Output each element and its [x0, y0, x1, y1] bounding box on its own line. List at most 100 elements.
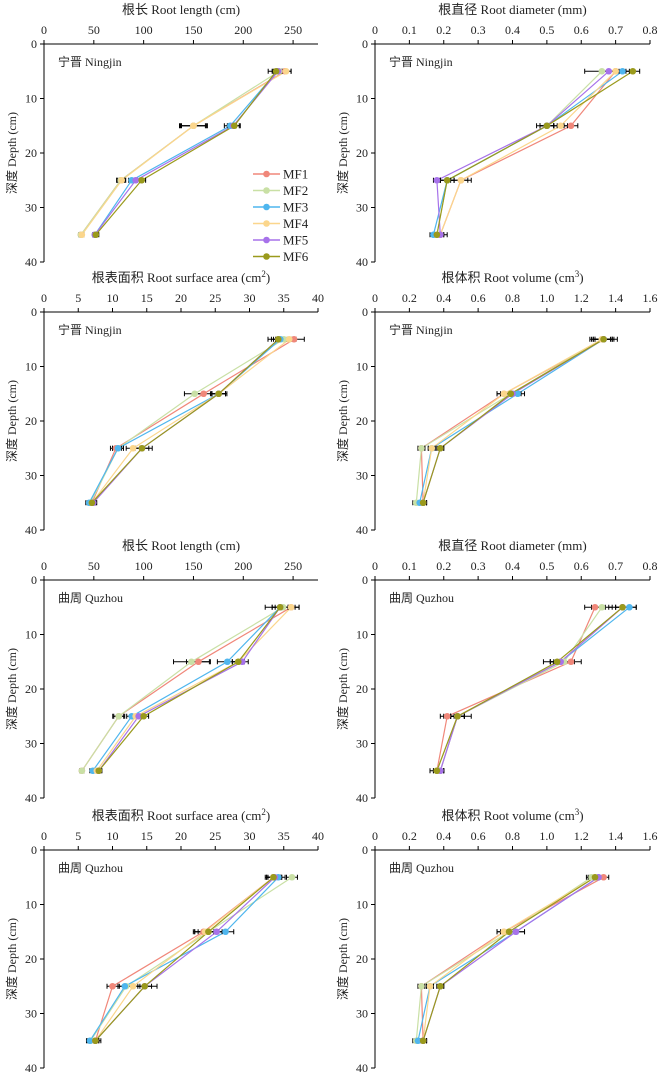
x-tick-label: 100	[135, 559, 153, 573]
x-tick-label: 250	[284, 23, 302, 37]
data-point-mf4	[428, 444, 436, 452]
data-point-mf1	[567, 122, 575, 130]
y-tick-label: 30	[25, 737, 37, 751]
data-point-mf4	[285, 335, 293, 343]
data-point-mf5	[135, 712, 142, 720]
y-tick-label: 10	[25, 360, 37, 374]
data-point-mf3	[626, 603, 633, 611]
data-point-mf6	[433, 767, 441, 775]
y-tick-label: 40	[356, 255, 368, 269]
x-tick-label: 20	[175, 291, 187, 305]
x-tick-label: 0.3	[471, 23, 486, 37]
y-axis-label: 深度 Depth (cm)	[335, 112, 350, 194]
legend-label: MF3	[283, 200, 308, 215]
data-point-mf4	[426, 982, 434, 990]
data-point-mf6	[433, 231, 441, 239]
data-point-mf4	[557, 122, 564, 130]
data-point-mf1	[195, 658, 202, 666]
legend-label: MF6	[283, 249, 309, 264]
data-point-mf4	[500, 390, 508, 398]
legend-swatch-marker	[263, 203, 270, 211]
series-line-mf4	[96, 606, 292, 772]
data-point-mf4	[118, 176, 126, 184]
series-line-mf2	[436, 606, 603, 772]
data-point-mf1	[443, 712, 451, 720]
x-tick-label: 0	[372, 829, 378, 843]
y-tick-label: 0	[31, 843, 37, 857]
chart-title: 根直径 Root diameter (mm)	[438, 2, 586, 17]
data-point-mf6	[138, 176, 145, 184]
x-tick-label: 200	[234, 23, 252, 37]
x-tick-label: 0.7	[608, 23, 623, 37]
site-label: 宁晋 Ningjin	[389, 322, 453, 337]
x-tick-label: 40	[312, 291, 324, 305]
y-tick-label: 40	[25, 1061, 37, 1075]
series-line-mf3	[417, 876, 599, 1041]
x-tick-label: 0.2	[402, 291, 417, 305]
series-line-mf6	[422, 338, 604, 503]
data-point-mf6	[215, 390, 222, 398]
chart-title: 根长 Root length (cm)	[122, 2, 240, 17]
data-point-mf6	[443, 176, 451, 184]
chart-title: 根表面积 Root surface area (cm2)	[92, 807, 271, 823]
y-tick-label: 30	[25, 201, 37, 215]
y-tick-label: 40	[356, 791, 368, 805]
data-point-mf5	[512, 928, 520, 936]
series-line-mf4	[91, 338, 290, 504]
data-point-mf6	[600, 335, 607, 343]
x-tick-label: 0.3	[471, 559, 486, 573]
y-tick-label: 30	[25, 469, 37, 483]
data-point-mf4	[190, 122, 197, 130]
data-point-mf2	[78, 767, 86, 775]
x-tick-label: 0	[372, 291, 378, 305]
y-tick-label: 20	[25, 682, 37, 696]
series-line-mf1	[94, 876, 274, 1041]
x-tick-label: 0.6	[471, 829, 486, 843]
x-tick-label: 1.2	[574, 291, 589, 305]
x-tick-label: 50	[88, 23, 100, 37]
site-label: 宁晋 Ningjin	[58, 54, 122, 69]
site-label: 宁晋 Ningjin	[389, 54, 453, 69]
legend-label: MF5	[283, 233, 308, 248]
series-line-mf3	[419, 338, 604, 503]
x-tick-label: 1.4	[608, 291, 623, 305]
y-axis-label: 深度 Depth (cm)	[4, 112, 19, 194]
site-label: 曲周 Quzhou	[58, 591, 123, 605]
x-tick-label: 0	[372, 559, 378, 573]
x-tick-label: 0	[372, 23, 378, 37]
y-tick-label: 0	[362, 573, 368, 587]
y-tick-label: 20	[356, 682, 368, 696]
series-line-mf6	[98, 606, 281, 772]
data-point-mf3	[224, 658, 231, 666]
data-point-mf6	[274, 335, 282, 343]
y-tick-label: 20	[25, 952, 37, 966]
site-label: 曲周 Quzhou	[389, 591, 454, 605]
data-point-mf6	[272, 67, 280, 75]
series-line-mf1	[420, 876, 604, 1041]
series-line-mf1	[91, 338, 295, 504]
chart-panel-row4-left: 根表面积 Root surface area (cm2) 0 5 10 15 20 25 30…	[4, 807, 324, 1075]
data-point-mf6	[234, 658, 242, 666]
data-point-mf5	[433, 176, 441, 184]
data-point-mf6	[92, 231, 100, 239]
data-point-mf2	[288, 873, 296, 881]
x-tick-label: 0.7	[608, 559, 623, 573]
y-tick-label: 40	[356, 523, 368, 537]
data-point-mf6	[419, 499, 427, 507]
series-line-mf4	[439, 70, 617, 236]
data-point-mf2	[115, 712, 123, 720]
x-tick-label: 1.6	[643, 291, 658, 305]
legend-swatch-marker	[263, 220, 270, 227]
y-tick-label: 0	[31, 305, 37, 319]
series-line-mf4	[94, 876, 274, 1042]
y-tick-label: 40	[25, 791, 37, 805]
data-point-mf6	[92, 1037, 99, 1045]
y-tick-label: 40	[25, 255, 37, 269]
y-tick-label: 30	[356, 1007, 368, 1021]
y-tick-label: 10	[25, 898, 37, 912]
x-tick-label: 0.2	[436, 559, 451, 573]
chart-title: 根直径 Root diameter (mm)	[438, 538, 586, 553]
chart-panel-row2-right: 根体积 Root volume (cm3) 0 0.2 0.4 0.6 0.8 1.0 1.2…	[335, 269, 658, 537]
x-tick-label: 0.4	[505, 23, 520, 37]
